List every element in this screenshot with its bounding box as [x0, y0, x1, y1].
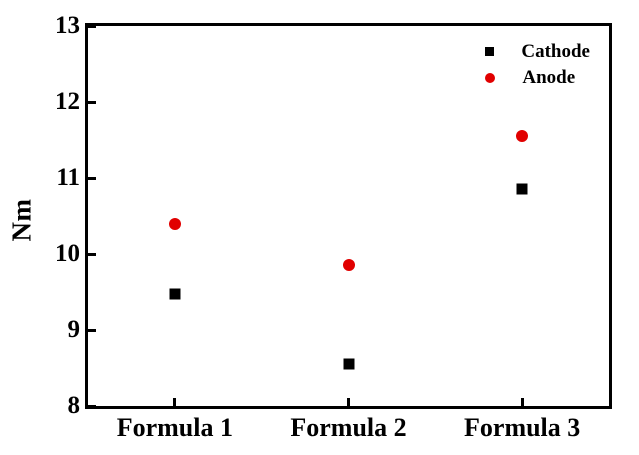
y-axis-tick-label: 13	[55, 12, 80, 39]
y-axis-tick-mark	[88, 252, 96, 256]
y-axis-tick-label: 9	[67, 316, 81, 343]
y-axis-tick-label: 11	[56, 164, 80, 191]
y-axis-tick-mark	[88, 24, 96, 28]
x-axis-category-label: Formula 1	[116, 413, 233, 442]
anode-data-point	[516, 130, 529, 143]
y-axis-tick-mark	[88, 176, 96, 180]
y-axis-tick-mark	[88, 328, 96, 332]
legend-label: Anode	[522, 67, 576, 88]
cathode-data-point	[169, 288, 181, 300]
y-axis-tick-label: 10	[55, 240, 80, 267]
y-axis-tick-label: 12	[55, 88, 80, 115]
legend: Cathode Anode	[485, 41, 590, 88]
plot-area	[85, 23, 612, 409]
legend-item-cathode: Cathode	[485, 41, 590, 62]
anode-data-point	[342, 259, 355, 272]
x-axis-category-label: Formula 3	[464, 413, 581, 442]
legend-label: Cathode	[521, 41, 590, 62]
y-axis-title: Nm	[6, 198, 37, 242]
legend-circle-marker-icon	[485, 72, 496, 83]
anode-data-point	[168, 217, 181, 230]
y-axis-tick-mark	[88, 100, 96, 104]
y-axis-tick-label: 8	[67, 392, 81, 419]
y-axis-tick-mark	[88, 404, 96, 408]
x-axis-tick-mark	[347, 398, 350, 406]
x-axis-tick-mark	[173, 398, 177, 406]
legend-item-anode: Anode	[485, 67, 590, 88]
x-axis-tick-mark	[520, 398, 524, 406]
cathode-data-point	[516, 183, 528, 195]
legend-square-marker-icon	[485, 47, 495, 56]
x-axis-category-label: Formula 2	[290, 413, 407, 442]
cathode-data-point	[343, 358, 354, 370]
